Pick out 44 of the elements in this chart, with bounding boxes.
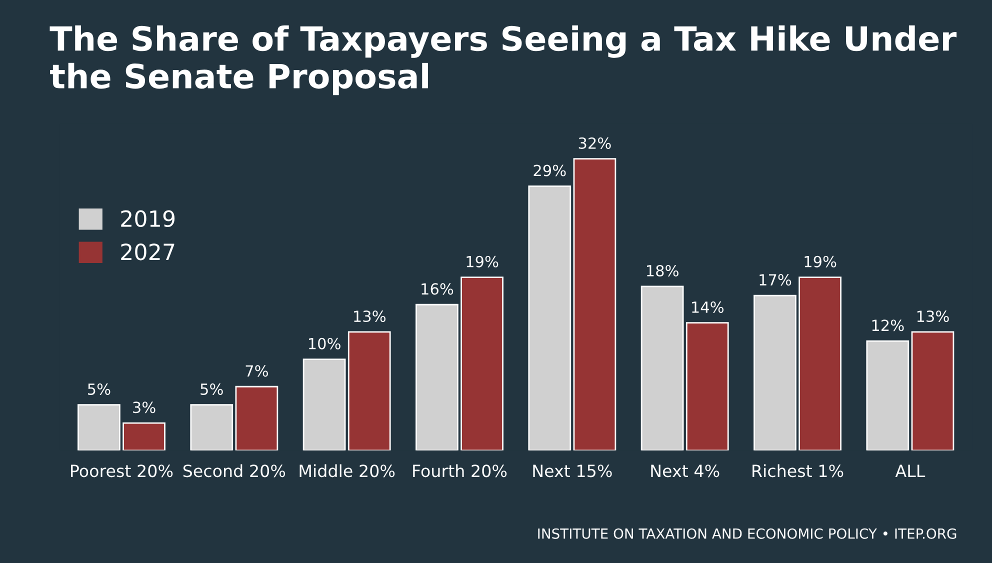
bar: [302, 358, 346, 450]
x-tick-label: Fourth 20%: [413, 464, 507, 478]
data-label: 16%: [422, 283, 454, 295]
bar: [798, 276, 842, 450]
x-tick-label: Next 15%: [533, 464, 612, 478]
bar: [348, 331, 391, 450]
data-label: 12%: [872, 320, 904, 332]
x-tick-label: Richest 1%: [752, 464, 844, 478]
chart-title: The Share of Taxpayers Seeing a Tax Hike Under the Senate Proposal: [50, 25, 957, 96]
text: INSTITUTE ON TAXATION AND ECONOMIC POLICY • ITEP.ORG: [538, 528, 956, 539]
data-label: 10%: [309, 338, 340, 350]
legend-label: 2019: [121, 210, 175, 228]
bar: [866, 340, 910, 450]
data-label: 17%: [760, 274, 792, 286]
x-tick-label: Second 20%: [183, 464, 286, 478]
bar: [122, 422, 166, 450]
data-label: 29%: [534, 164, 566, 176]
x-tick-label: ALL: [895, 464, 926, 477]
data-label: 32%: [578, 137, 611, 149]
bar: [686, 322, 729, 450]
data-label: 19%: [466, 256, 498, 268]
bar: [416, 304, 458, 450]
data-label: 13%: [354, 310, 386, 322]
data-label: 13%: [917, 310, 949, 322]
bar: [640, 286, 684, 450]
bar: [235, 386, 278, 450]
data-label: 14%: [692, 301, 724, 313]
x-tick-label: Poorest 20%: [71, 464, 173, 478]
bar: [528, 185, 572, 450]
bar: [460, 276, 504, 450]
data-label: 5%: [200, 383, 223, 395]
data-label: 5%: [88, 383, 110, 395]
data-label: 7%: [246, 365, 268, 377]
x-tick-label: Middle 20%: [300, 464, 395, 478]
bar: [754, 294, 796, 450]
bar: [190, 404, 234, 450]
data-label: 19%: [804, 256, 836, 268]
legend-label: 2027: [121, 244, 174, 260]
x-tick-label: Next 4%: [651, 464, 720, 478]
data-label: 3%: [133, 402, 156, 414]
bar: [573, 158, 616, 450]
data-label: 18%: [647, 264, 678, 276]
bar: [911, 331, 954, 450]
bar: [78, 404, 120, 450]
